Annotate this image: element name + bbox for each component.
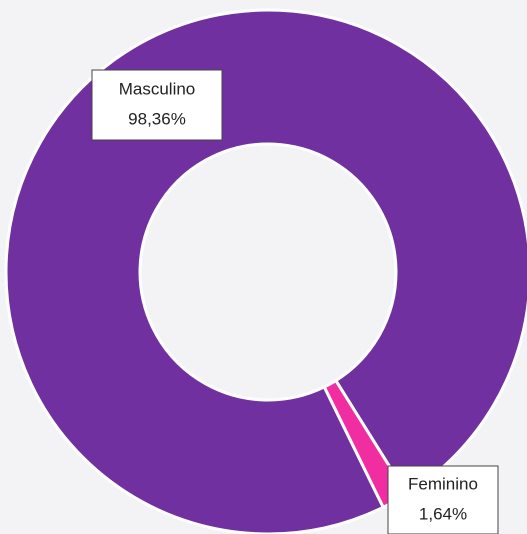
category-label: Feminino: [408, 474, 478, 493]
donut-slice: [4, 8, 527, 534]
value-label: 1,64%: [419, 504, 467, 523]
data-label-box: [387, 465, 499, 534]
category-label: Masculino: [119, 79, 196, 98]
data-label-box: [91, 69, 223, 141]
value-label: 98,36%: [128, 109, 186, 128]
